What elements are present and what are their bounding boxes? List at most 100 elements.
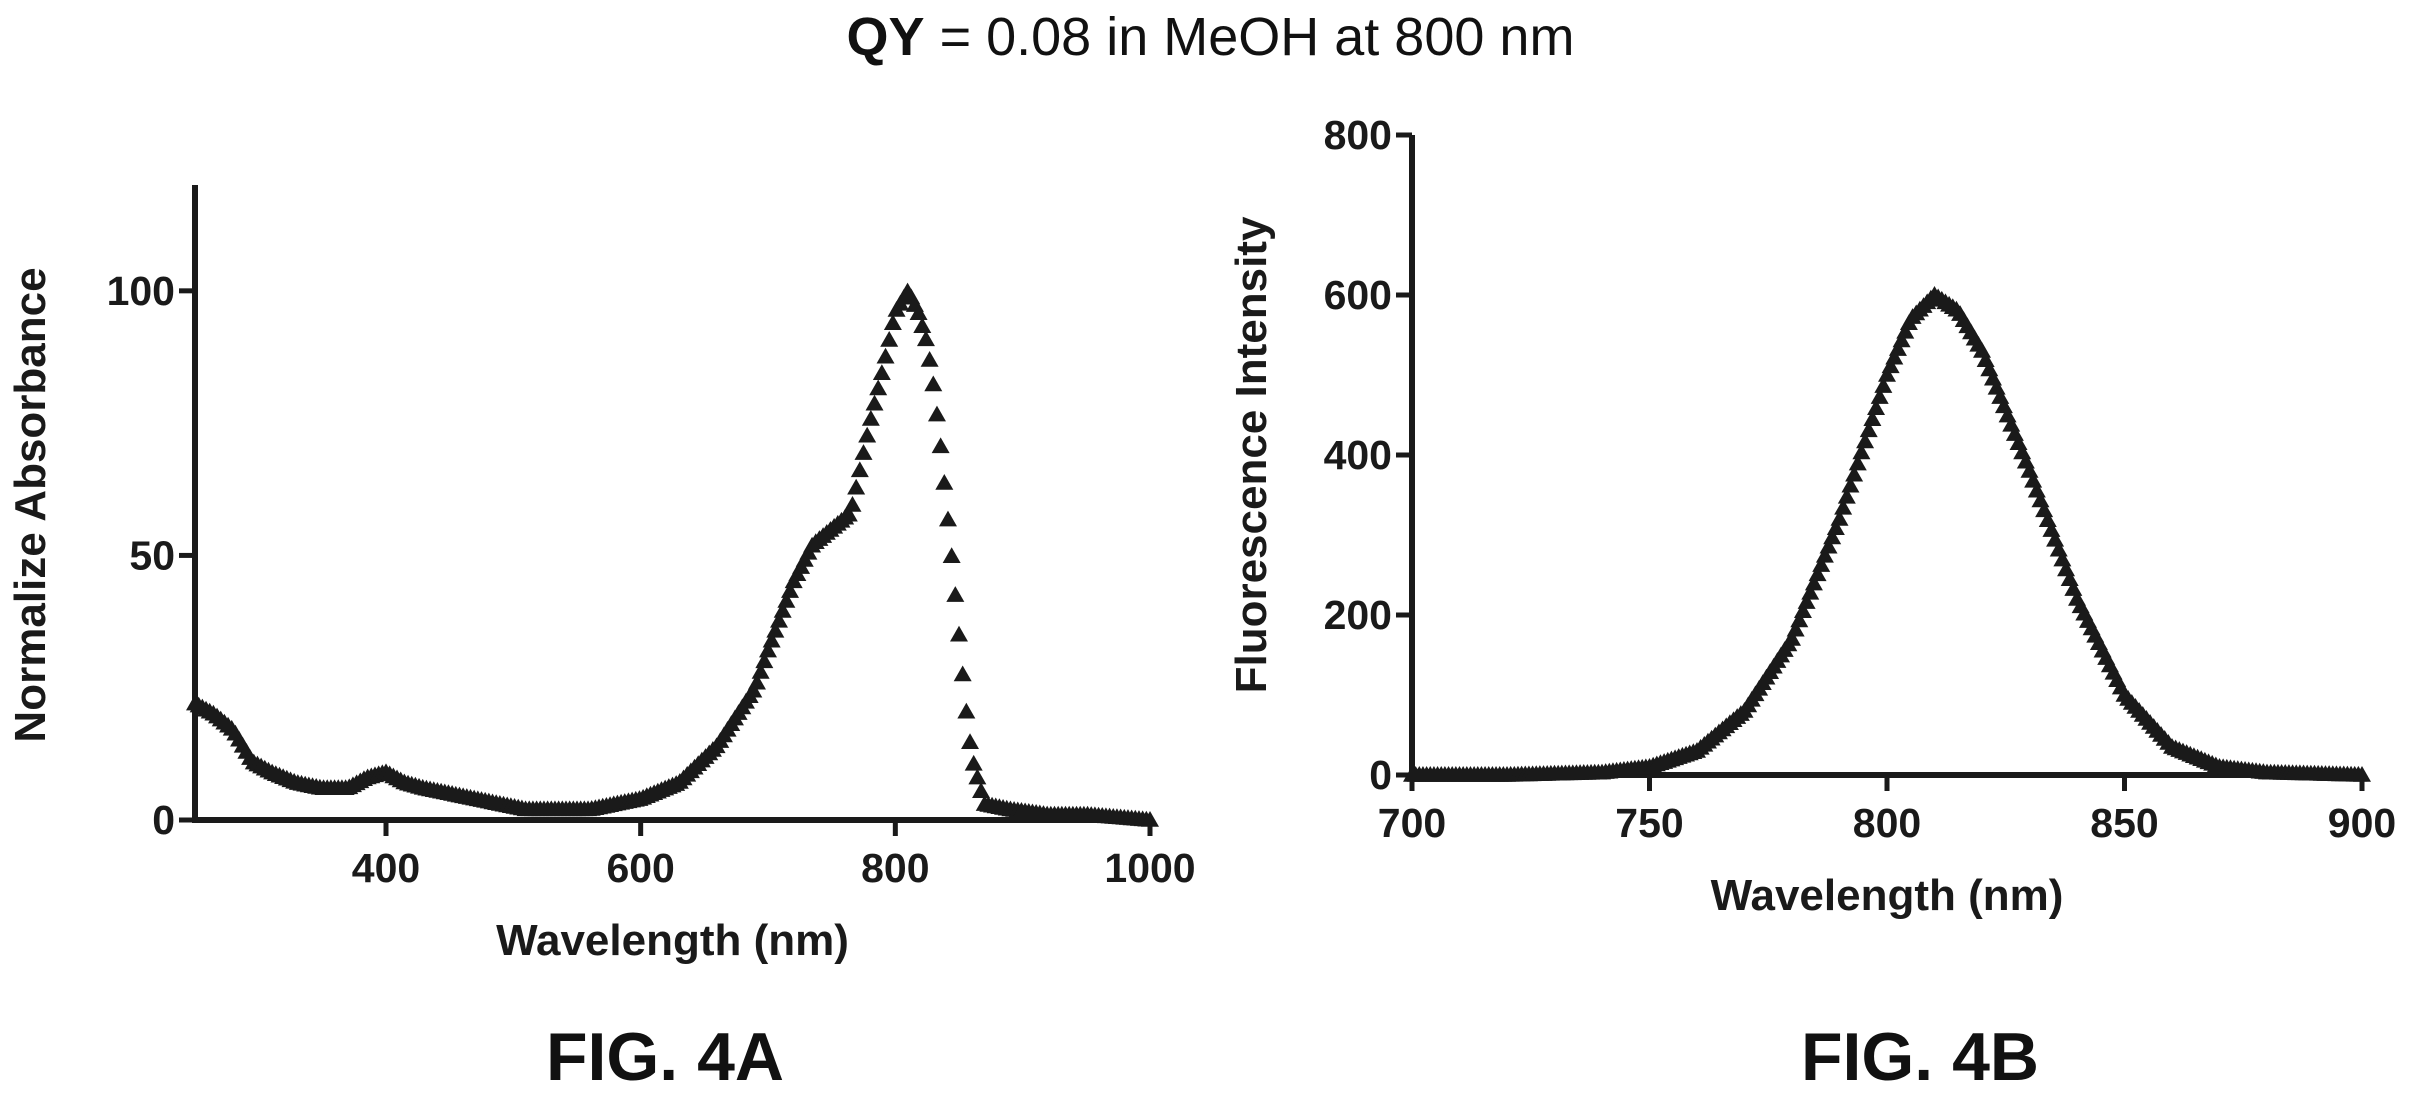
x-tick-label: 750 (1615, 800, 1683, 846)
data-point-marker (1804, 574, 1823, 591)
data-point-marker (1848, 454, 1867, 471)
data-point-marker (1878, 366, 1896, 382)
y-tick-label: 50 (129, 532, 175, 578)
x-tick-label: 700 (1378, 800, 1446, 846)
y-tick-label: 200 (1324, 592, 1392, 638)
data-point-marker (924, 375, 943, 392)
data-point-marker (916, 330, 935, 347)
data-point-marker (766, 621, 785, 638)
data-point-marker (2353, 766, 2371, 782)
data-point-marker (953, 665, 972, 682)
data-point-marker (1885, 348, 1904, 365)
data-point-marker (781, 582, 800, 598)
data-point-marker (1834, 498, 1853, 515)
figure-caption: FIG. 4B (1801, 1019, 2039, 1095)
x-tick-label: 400 (352, 845, 420, 891)
x-tick-label: 600 (606, 845, 674, 891)
data-point-marker (1812, 556, 1831, 572)
data-point-marker (854, 444, 873, 460)
x-tick-label: 900 (2328, 800, 2396, 846)
data-point-marker (1852, 443, 1871, 460)
data-point-marker (1856, 432, 1875, 449)
data-point-marker (1826, 519, 1845, 535)
data-point-marker (909, 304, 928, 320)
data-point-marker (847, 478, 866, 495)
data-point-marker (935, 473, 954, 490)
data-point-marker (770, 611, 789, 628)
data-point-marker (931, 437, 950, 454)
y-tick-label: 0 (1369, 752, 1392, 798)
data-point-marker (876, 347, 895, 364)
data-point-marker (850, 461, 869, 478)
data-point-marker (1837, 487, 1856, 504)
data-series (186, 282, 1159, 827)
data-point-marker (957, 702, 976, 719)
figure-title-rest: = 0.08 in MeOH at 800 nm (924, 7, 1575, 67)
x-tick-label: 800 (1853, 800, 1921, 846)
y-axis-title: Fluorescence Intensity (1227, 216, 1276, 693)
data-point-marker (1863, 410, 1882, 427)
data-point-marker (1896, 322, 1915, 339)
y-axis-title: Normalize Absorbance (6, 267, 55, 742)
data-point-marker (1881, 357, 1900, 374)
x-tick-label: 800 (861, 845, 929, 891)
data-point-marker (755, 652, 774, 669)
data-point-marker (1870, 388, 1889, 404)
x-axis-title: Wavelength (nm) (496, 916, 849, 965)
figure-caption: FIG. 4A (546, 1019, 784, 1095)
data-point-marker (1808, 565, 1827, 582)
data-point-marker (938, 510, 957, 527)
data-point-marker (1892, 331, 1911, 348)
x-axis-title: Wavelength (nm) (1711, 871, 2064, 920)
data-point-marker (1874, 377, 1893, 393)
data-point-marker (744, 681, 763, 698)
data-point-marker (927, 405, 946, 422)
data-point-marker (1823, 528, 1842, 545)
data-point-marker (1793, 602, 1812, 619)
data-point-marker (839, 505, 858, 522)
data-point-marker (747, 673, 766, 690)
data-point-marker (869, 379, 888, 396)
figure-title-bold: QY (846, 7, 925, 67)
data-point-marker (872, 364, 891, 381)
data-point-marker (883, 314, 902, 330)
data-point-marker (968, 768, 987, 785)
data-point-marker (861, 410, 880, 426)
y-tick-label: 0 (152, 797, 175, 843)
data-point-marker (1815, 546, 1834, 563)
data-point-marker (920, 351, 939, 367)
data-point-marker (777, 592, 796, 608)
data-point-marker (1790, 611, 1809, 628)
data-point-marker (1797, 593, 1816, 609)
data-point-marker (1786, 620, 1805, 637)
data-point-marker (1819, 537, 1838, 554)
data-point-marker (773, 601, 792, 618)
data-point-marker (972, 782, 991, 799)
data-point-marker (880, 330, 899, 347)
data-point-marker (950, 625, 968, 642)
y-tick-label: 800 (1324, 112, 1392, 158)
data-point-marker (858, 426, 877, 443)
data-point-marker (1783, 630, 1801, 646)
data-point-marker (865, 394, 884, 411)
y-tick-label: 100 (107, 268, 175, 314)
data-point-marker (961, 733, 980, 750)
data-point-marker (913, 317, 932, 334)
x-tick-label: 850 (2090, 800, 2158, 846)
data-series (1403, 286, 2371, 782)
data-point-marker (1867, 399, 1886, 415)
data-point-marker (751, 663, 770, 679)
data-point-marker (759, 641, 777, 658)
data-point-marker (964, 754, 983, 771)
data-point-marker (1841, 476, 1860, 493)
y-tick-label: 400 (1324, 432, 1392, 478)
figure-title: QY = 0.08 in MeOH at 800 nm (0, 6, 2421, 68)
data-point-marker (762, 631, 781, 648)
x-tick-label: 1000 (1104, 845, 1195, 891)
data-point-marker (1830, 510, 1849, 526)
y-tick-label: 600 (1324, 272, 1392, 318)
data-point-marker (946, 586, 965, 602)
data-point-marker (843, 496, 862, 512)
data-point-marker (1141, 811, 1159, 827)
data-point-marker (1845, 465, 1864, 482)
